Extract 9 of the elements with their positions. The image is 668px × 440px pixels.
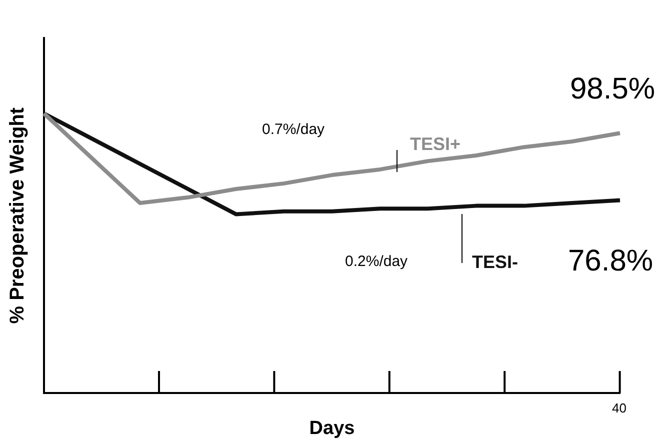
y-axis-title: % Preoperative Weight bbox=[6, 107, 29, 324]
text: 40 bbox=[612, 400, 626, 416]
annotation: 76.8% bbox=[568, 244, 654, 278]
x-axis-title: Days bbox=[309, 418, 355, 439]
annotation: 0.7%/day bbox=[262, 121, 326, 138]
text: 98.5% bbox=[570, 72, 656, 106]
text: TESI- bbox=[472, 252, 518, 272]
series-label: TESI+ bbox=[410, 134, 461, 154]
annotation: 0.2%/day bbox=[345, 253, 408, 270]
